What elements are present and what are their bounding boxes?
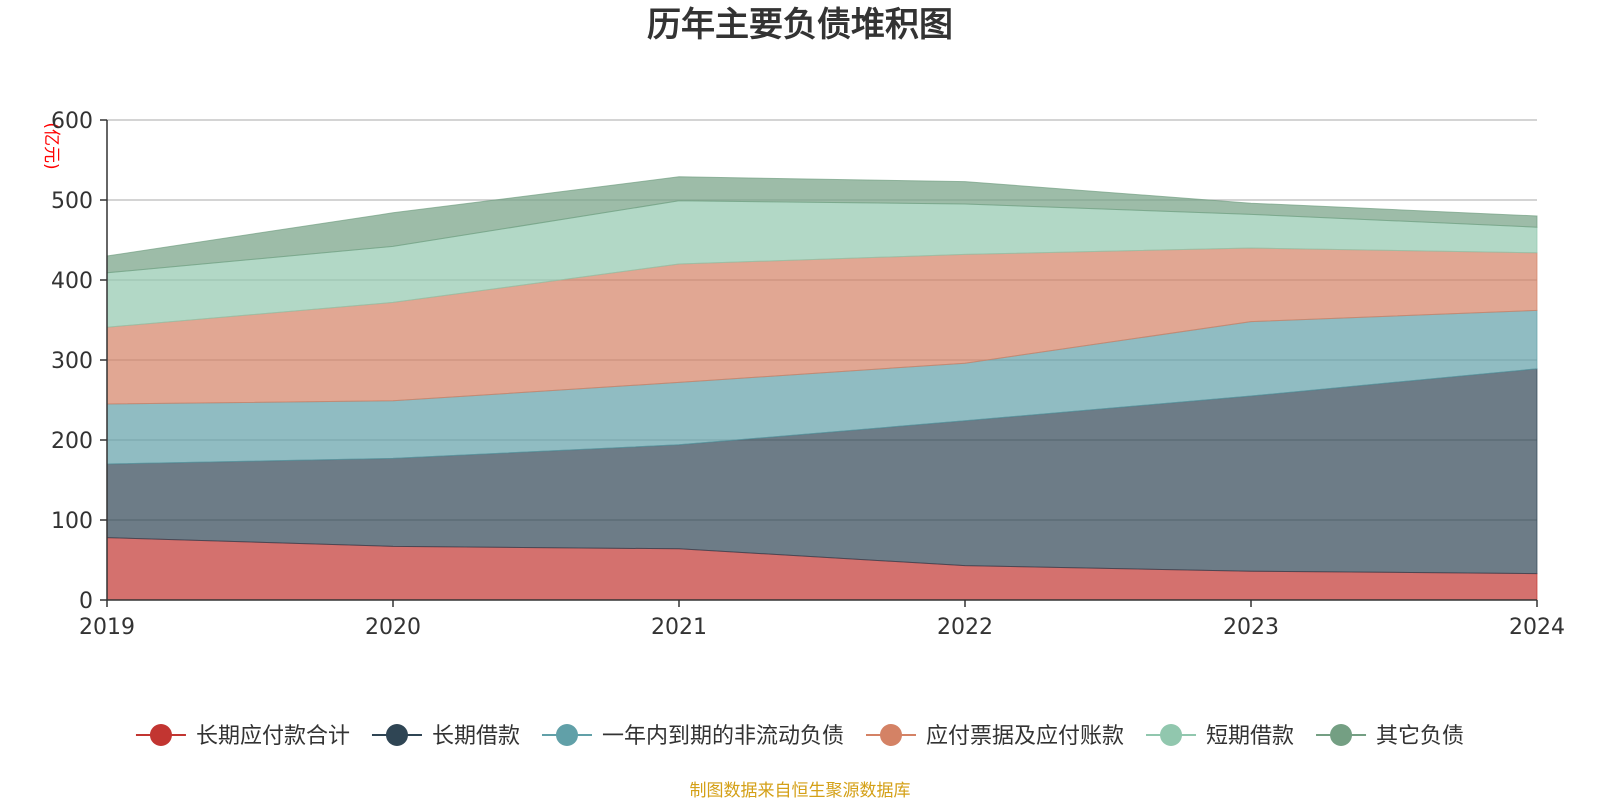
legend-item-4[interactable]: 短期借款 xyxy=(1146,724,1294,749)
legend-item-5[interactable]: 其它负债 xyxy=(1316,724,1464,749)
legend-circle-marker xyxy=(149,724,172,746)
y-tick-label: 500 xyxy=(51,189,93,214)
legend-circle-marker xyxy=(1160,724,1183,746)
legend-label: 应付票据及应付账款 xyxy=(926,724,1124,749)
x-tick-label: 2019 xyxy=(79,615,135,640)
chart-title: 历年主要负债堆积图 xyxy=(647,5,953,45)
legend-circle-marker xyxy=(555,724,578,746)
y-tick-label: 400 xyxy=(51,269,93,294)
source-note: 制图数据来自恒生聚源数据库 xyxy=(690,781,911,800)
y-tick-label: 200 xyxy=(51,429,93,454)
legend-item-2[interactable]: 一年内到期的非流动负债 xyxy=(541,724,844,749)
legend-label: 其它负债 xyxy=(1376,724,1464,749)
legend-label: 长期应付款合计 xyxy=(196,724,350,749)
x-tick-label: 2022 xyxy=(937,615,993,640)
legend-label: 长期借款 xyxy=(432,724,520,749)
legend-label: 短期借款 xyxy=(1206,724,1294,749)
legend-item-1[interactable]: 长期借款 xyxy=(371,724,520,749)
y-tick-label: 0 xyxy=(79,589,93,614)
legend-item-0[interactable]: 长期应付款合计 xyxy=(135,724,350,749)
y-tick-label: 600 xyxy=(51,109,93,134)
x-tick-label: 2020 xyxy=(365,615,421,640)
y-tick-label: 300 xyxy=(51,349,93,374)
y-tick-label: 100 xyxy=(51,509,93,534)
legend-label: 一年内到期的非流动负债 xyxy=(602,724,844,749)
legend-circle-marker xyxy=(385,724,408,746)
axes: 0 100 200 300 400 500 600 2019 2020 2021 2022 2023 2… xyxy=(51,109,1565,640)
x-tick-label: 2024 xyxy=(1509,615,1565,640)
x-tick-label: 2023 xyxy=(1223,615,1279,640)
legend[interactable]: 长期应付款合计 长期借款 一年内到期的非流动负债 应付票据及应付账款 短期借款 其它负债 xyxy=(135,724,1464,749)
area-series-5 xyxy=(106,176,1538,274)
x-tick-label: 2021 xyxy=(651,615,707,640)
legend-circle-marker xyxy=(1330,724,1353,746)
legend-item-3[interactable]: 应付票据及应付账款 xyxy=(866,724,1124,749)
area-series xyxy=(106,176,1538,601)
legend-circle-marker xyxy=(880,724,902,746)
y-axis-unit: (亿元) xyxy=(41,122,61,169)
